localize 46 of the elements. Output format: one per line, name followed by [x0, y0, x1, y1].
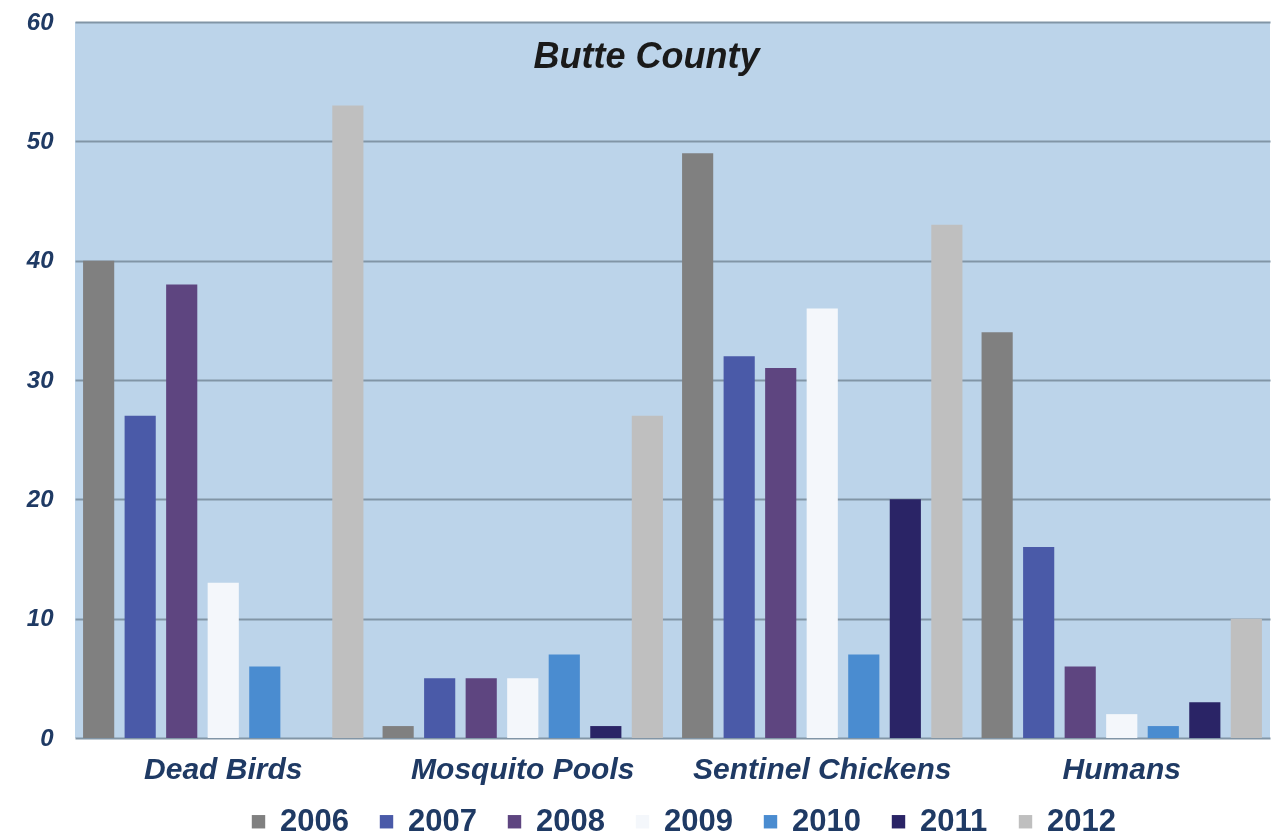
bar	[806, 308, 838, 738]
bar	[723, 356, 755, 738]
legend-label: 2010	[792, 802, 861, 833]
bar	[765, 368, 797, 738]
bar	[332, 105, 364, 738]
bar	[1064, 666, 1096, 738]
bar	[382, 726, 414, 738]
legend-label: 2009	[664, 802, 733, 833]
bar	[631, 415, 663, 738]
legend-label: 2012	[1047, 802, 1116, 833]
y-tick-label: 40	[25, 246, 55, 274]
bar	[1106, 714, 1138, 738]
bar	[682, 153, 714, 738]
bar	[124, 415, 156, 738]
legend-label: 2011	[920, 802, 988, 833]
bar	[1189, 702, 1221, 738]
y-tick-label: 60	[26, 7, 55, 35]
legend-label: 2008	[536, 802, 605, 833]
y-tick-label: 0	[40, 723, 55, 751]
y-tick-label: 10	[26, 604, 55, 632]
bar	[424, 678, 456, 738]
bar	[889, 499, 921, 738]
y-tick-label: 30	[26, 365, 55, 393]
bar	[249, 666, 281, 738]
bar	[1230, 618, 1262, 738]
chart-title: Butte County	[533, 35, 762, 76]
bar	[548, 654, 580, 738]
bar	[848, 654, 880, 738]
bar	[931, 224, 963, 738]
bar	[207, 582, 239, 738]
bar	[1147, 726, 1179, 738]
x-tick-label: Humans	[1062, 751, 1181, 785]
x-tick-label: Sentinel Chickens	[693, 751, 952, 785]
bar	[465, 678, 497, 738]
bar	[590, 726, 622, 738]
bar	[83, 260, 115, 738]
bar	[507, 678, 539, 738]
y-tick-label: 20	[25, 484, 55, 512]
bar	[166, 284, 198, 738]
legend-label: 2006	[280, 802, 349, 833]
x-tick-label: Dead Birds	[144, 751, 303, 785]
legend-label: 2007	[408, 802, 477, 833]
x-tick-label: Mosquito Pools	[411, 751, 635, 785]
bar	[1023, 547, 1055, 738]
bar	[981, 332, 1013, 738]
y-tick-label: 50	[26, 126, 55, 154]
